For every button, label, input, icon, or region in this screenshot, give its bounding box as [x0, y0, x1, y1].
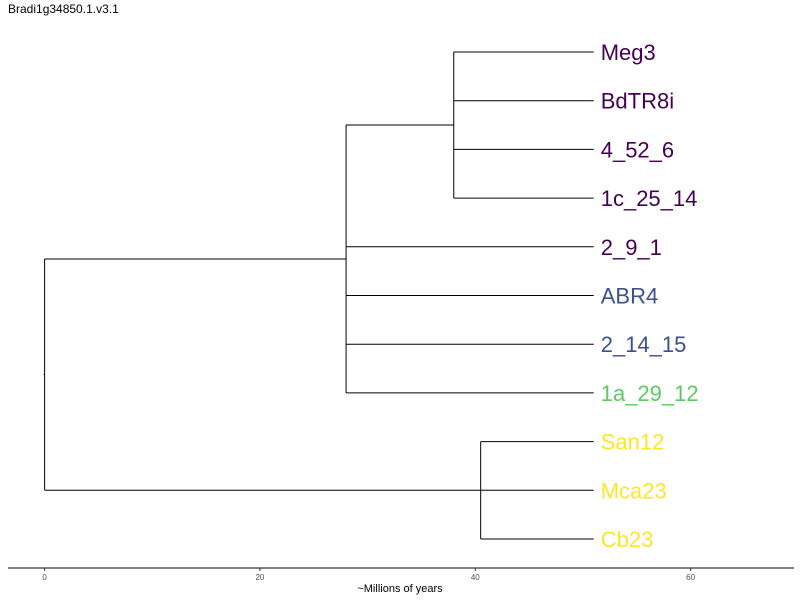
leaf-label: BdTR8i [601, 89, 674, 114]
x-axis-label: ~Millions of years [357, 583, 443, 595]
leaf-label: 1c_25_14 [601, 186, 698, 211]
x-tick-label: 60 [686, 573, 695, 582]
x-tick-label: 40 [471, 573, 480, 582]
x-tick-label: 20 [255, 573, 264, 582]
leaf-label: ABR4 [601, 284, 658, 309]
x-tick-label: 0 [42, 573, 47, 582]
leaf-label: 1a_29_12 [601, 381, 699, 406]
page-title: Bradi1g34850.1.v3.1 [8, 2, 119, 16]
leaf-label: Meg3 [601, 40, 656, 65]
leaf-label: 2_9_1 [601, 235, 662, 260]
leaf-label: Cb23 [601, 527, 654, 552]
leaf-label: San12 [601, 430, 665, 455]
leaf-label: Mca23 [601, 478, 667, 503]
leaf-label: 4_52_6 [601, 137, 674, 162]
leaf-label: 2_14_15 [601, 332, 687, 357]
